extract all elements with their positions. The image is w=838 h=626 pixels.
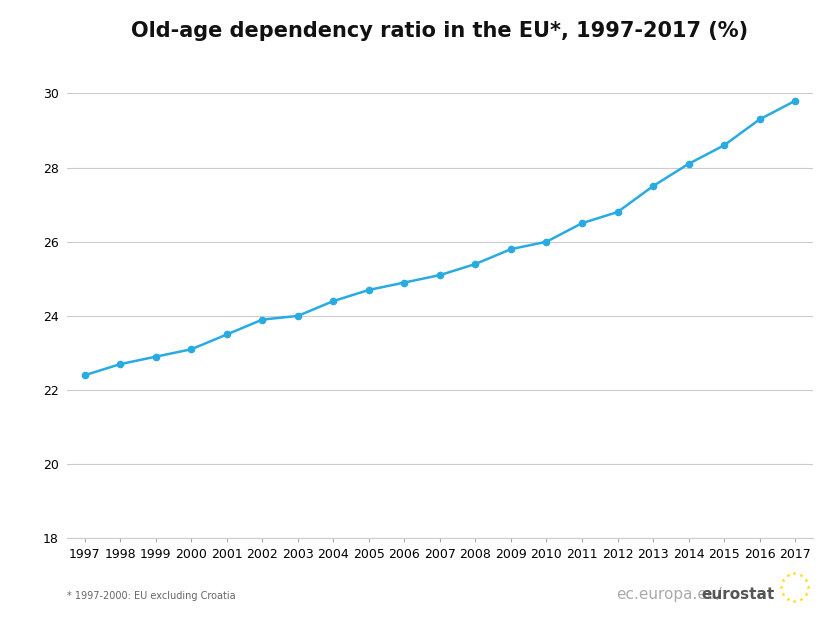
Text: eurostat: eurostat: [701, 587, 774, 602]
Title: Old-age dependency ratio in the EU*, 1997-2017 (%): Old-age dependency ratio in the EU*, 199…: [132, 21, 748, 41]
Text: ec.europa.eu/: ec.europa.eu/: [616, 587, 722, 602]
Text: * 1997-2000: EU excluding Croatia: * 1997-2000: EU excluding Croatia: [67, 591, 235, 601]
